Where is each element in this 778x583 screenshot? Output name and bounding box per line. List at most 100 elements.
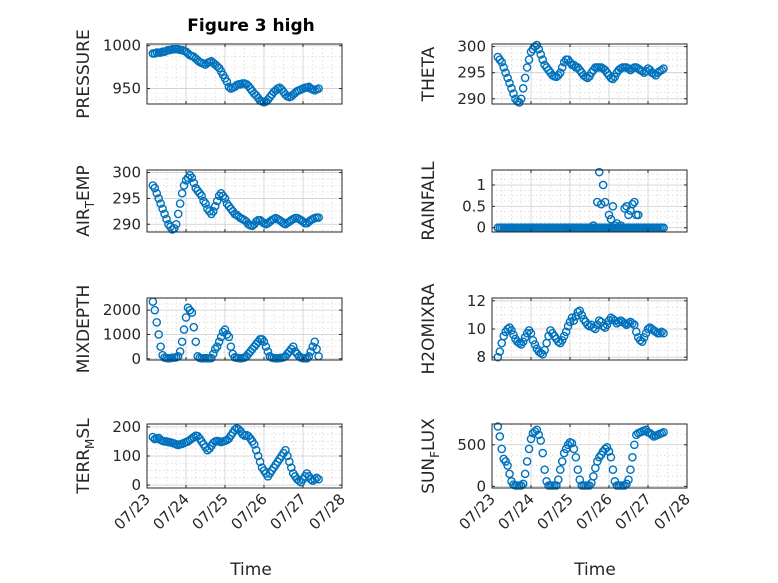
data-point [160,209,169,219]
data-point [526,434,536,444]
x-tick-label: 07/28 [306,490,349,533]
y-tick-label: 12 [467,292,486,310]
panel-terrmsl: 0 100 200 TERRMSL 07/2307/2407/2507/2607/270… [74,418,349,534]
data-point [257,335,267,344]
data-point [657,327,666,337]
data-point [185,305,195,315]
data-point [659,328,668,338]
data-point [148,297,158,306]
x-tick-label: 07/28 [651,490,694,533]
data-point [540,465,549,475]
panel-airtemp: 290 295 300 AIRTEMP [74,164,343,237]
data-point [538,350,548,359]
y-tick-label: 2000 [103,301,141,319]
data-point [154,330,163,339]
data-point [530,340,540,349]
axes-box [146,169,343,233]
data-point [150,183,160,193]
data-point [608,465,618,475]
data-point [538,448,548,458]
data-point [557,63,567,72]
data-point [518,337,528,346]
data-point [516,94,526,104]
data-point [639,333,649,342]
axes-box [146,297,343,361]
data-point [532,40,542,50]
data-point [261,342,271,351]
x-tick-label: 07/26 [228,490,271,533]
data-point [220,194,230,203]
x-tick-label: 07/25 [534,490,577,533]
data-point [630,440,639,450]
data-point [224,82,234,92]
y-axis-label-terrmsl: TERRMSL [74,418,97,495]
data-point [524,55,534,64]
data-point [604,447,614,456]
y-axis-label-h2omixra: H2OMIXRA [419,283,439,374]
data-point [516,481,526,490]
data-point [509,330,518,339]
data-point [626,465,635,475]
data-point [503,73,512,83]
data-point [536,436,546,445]
data-point [207,353,216,363]
x-axis-label-right: Time [573,560,616,580]
data-point [614,317,624,327]
data-point [238,429,247,439]
data-point [622,479,631,489]
data-point [554,475,563,484]
data-point [593,457,602,466]
data-point [197,191,206,201]
data-point [567,438,577,448]
data-point [191,337,201,347]
data-point [501,457,510,466]
data-point [208,349,218,359]
data-point [148,432,158,442]
data-point [154,194,163,203]
data-point [285,457,294,467]
data-point [555,465,565,475]
data-point [604,210,614,220]
x-tick-label: 07/26 [573,490,616,533]
x-tick-label: 07/27 [612,490,655,533]
y-axis-label-airtemp: AIRTEMP [74,165,97,236]
data-point [509,89,518,98]
panel-pressure: 950 1000 PRESSURE [74,29,343,119]
data-point [594,316,604,325]
y-tick-label: 290 [457,90,486,108]
data-point [220,325,230,334]
data-point [643,324,653,334]
data-point [554,337,563,346]
data-point [503,461,512,470]
y-tick-label: 10 [467,320,486,338]
data-point [499,331,509,341]
data-point [522,457,532,466]
data-point [628,319,637,328]
y-tick-label: 950 [112,80,141,98]
data-point [608,202,618,211]
data-point [312,473,321,483]
y-tick-label: 1000 [103,37,141,55]
data-point [156,199,165,208]
data-point [259,337,269,347]
data-point [518,84,528,93]
x-tick-label: 07/27 [267,490,310,533]
data-point [624,475,633,484]
data-point [633,210,643,220]
data-point [520,333,530,342]
data-point [589,472,598,481]
data-point [150,305,160,315]
data-point [177,188,187,198]
data-point [253,451,263,461]
data-point [497,57,507,67]
panel-theta: 290 295 300 THETA [419,38,688,108]
data-point [589,221,598,230]
data-point [175,199,185,208]
data-point [187,308,197,317]
y-tick-label: 295 [457,64,486,82]
y-tick-label: 295 [112,189,141,207]
data-point [637,337,647,346]
data-point [575,306,585,315]
data-point [495,347,505,356]
